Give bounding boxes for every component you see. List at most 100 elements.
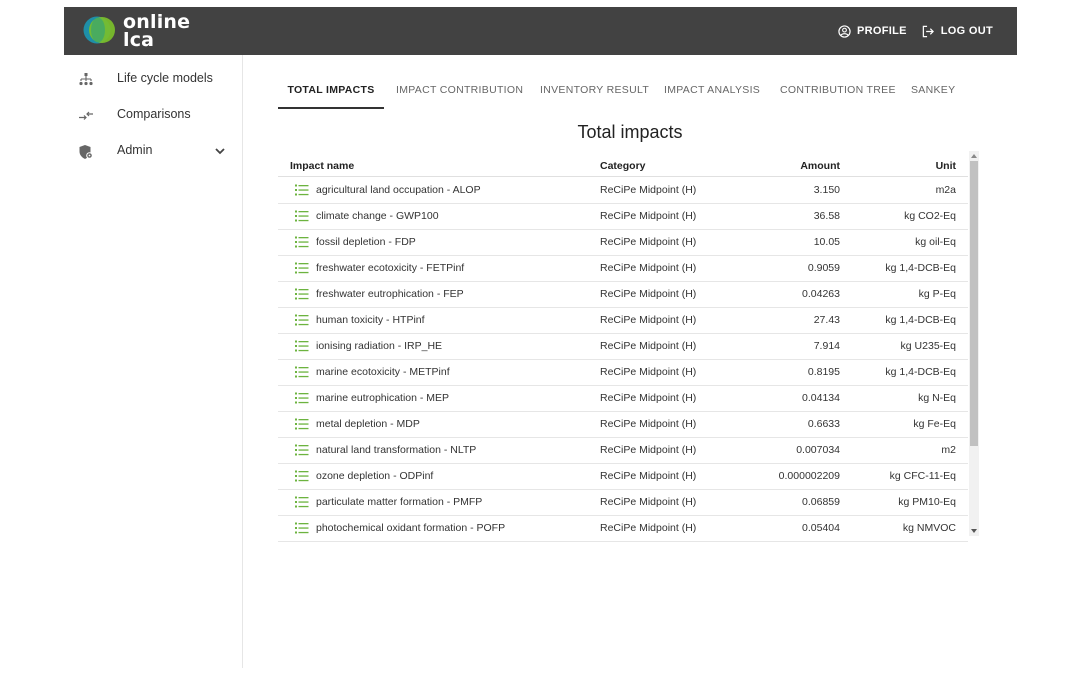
logo-text-online: online <box>123 11 191 33</box>
sidebar: Life cycle models Comparisons Admin <box>64 55 243 668</box>
category-cell: ReCiPe Midpoint (H) <box>600 236 697 248</box>
table-row[interactable]: ionising radiation - IRP_HE ReCiPe Midpoi… <box>278 333 968 360</box>
category-cell: ReCiPe Midpoint (H) <box>600 210 697 222</box>
unit-cell: kg PM10-Eq <box>898 496 956 508</box>
unit-cell: kg CFC-11-Eq <box>889 470 956 482</box>
category-cell: ReCiPe Midpoint (H) <box>600 522 697 534</box>
column-header-amount[interactable]: Amount <box>800 160 840 172</box>
unit-cell: kg 1,4-DCB-Eq <box>885 314 956 326</box>
profile-button[interactable]: PROFILE <box>838 24 907 38</box>
table-row[interactable]: photochemical oxidant formation - POFP Re… <box>278 515 968 542</box>
logout-label: LOG OUT <box>940 25 993 37</box>
unit-cell: kg 1,4-DCB-Eq <box>885 366 956 378</box>
amount-cell: 27.43 <box>813 314 840 326</box>
amount-cell: 0.6633 <box>807 418 840 430</box>
table-row[interactable]: freshwater eutrophication - FEP ReCiPe Mi… <box>278 281 968 308</box>
category-cell: ReCiPe Midpoint (H) <box>600 418 697 430</box>
list-icon[interactable] <box>295 444 309 456</box>
unit-cell: kg Fe-Eq <box>913 418 956 430</box>
profile-label: PROFILE <box>857 25 907 37</box>
sidebar-item-label: Comparisons <box>117 107 191 121</box>
impact-name-cell: particulate matter formation - PMFP <box>316 496 483 508</box>
tab-total-impacts[interactable]: TOTAL IMPACTS <box>278 77 384 109</box>
list-icon[interactable] <box>295 236 309 248</box>
list-icon[interactable] <box>295 262 309 274</box>
table-row[interactable]: marine eutrophication - MEP ReCiPe Midpoi… <box>278 385 968 412</box>
table-row[interactable]: human toxicity - HTPinf ReCiPe Midpoint (… <box>278 307 968 334</box>
amount-cell: 0.05404 <box>802 522 840 534</box>
scroll-down-arrow-icon[interactable] <box>971 529 977 533</box>
logout-button[interactable]: LOG OUT <box>921 25 993 38</box>
tab-contribution-tree[interactable]: CONTRIBUTION TREE <box>780 84 896 96</box>
amount-cell: 36.58 <box>813 210 840 222</box>
top-bar: online lca PROFILE LOG OUT <box>64 7 1017 55</box>
unit-cell: kg N-Eq <box>918 392 956 404</box>
list-icon[interactable] <box>295 184 309 196</box>
category-cell: ReCiPe Midpoint (H) <box>600 340 697 352</box>
table-row[interactable]: fossil depletion - FDP ReCiPe Midpoint (H… <box>278 229 968 256</box>
chevron-down-icon[interactable] <box>214 145 226 157</box>
tab-impact-contribution[interactable]: IMPACT CONTRIBUTION <box>396 84 524 96</box>
table-row[interactable]: metal depletion - MDP ReCiPe Midpoint (H)… <box>278 411 968 438</box>
tab-sankey[interactable]: SANKEY <box>911 84 956 96</box>
logo[interactable]: online lca <box>82 12 192 50</box>
column-header-unit[interactable]: Unit <box>935 160 956 172</box>
amount-cell: 0.9059 <box>807 262 840 274</box>
list-icon[interactable] <box>295 314 309 326</box>
impact-name-cell: climate change - GWP100 <box>316 210 439 222</box>
compare-arrows-icon <box>79 111 93 120</box>
impact-name-cell: fossil depletion - FDP <box>316 236 416 248</box>
unit-cell: kg CO2-Eq <box>904 210 956 222</box>
list-icon[interactable] <box>295 288 309 300</box>
list-icon[interactable] <box>295 340 309 352</box>
column-header-impact-name[interactable]: Impact name <box>290 160 355 172</box>
table-row[interactable]: agricultural land occupation - ALOP ReCiP… <box>278 177 968 204</box>
list-icon[interactable] <box>295 366 309 378</box>
unit-cell: kg 1,4-DCB-Eq <box>885 262 956 274</box>
app-window: online lca PROFILE LOG OUT <box>64 7 1017 668</box>
logo-text-lca: lca <box>123 29 155 51</box>
impact-name-cell: marine ecotoxicity - METPinf <box>316 366 450 378</box>
category-cell: ReCiPe Midpoint (H) <box>600 470 697 482</box>
column-header-category[interactable]: Category <box>600 160 646 172</box>
sidebar-item-admin[interactable]: Admin <box>64 136 242 166</box>
list-icon[interactable] <box>295 418 309 430</box>
category-cell: ReCiPe Midpoint (H) <box>600 262 697 274</box>
tab-inventory-result[interactable]: INVENTORY RESULT <box>540 84 650 96</box>
category-cell: ReCiPe Midpoint (H) <box>600 392 697 404</box>
table-row[interactable]: ozone depletion - ODPinf ReCiPe Midpoint … <box>278 463 968 490</box>
category-cell: ReCiPe Midpoint (H) <box>600 444 697 456</box>
impact-name-cell: ozone depletion - ODPinf <box>316 470 434 482</box>
unit-cell: kg U235-Eq <box>900 340 956 352</box>
sidebar-item-label: Life cycle models <box>117 71 213 85</box>
amount-cell: 0.06859 <box>802 496 840 508</box>
unit-cell: m2 <box>941 444 956 456</box>
impact-name-cell: agricultural land occupation - ALOP <box>316 184 481 196</box>
list-icon[interactable] <box>295 470 309 482</box>
table-scrollbar[interactable] <box>969 151 979 536</box>
hierarchy-icon <box>79 73 93 86</box>
amount-cell: 0.04134 <box>802 392 840 404</box>
category-cell: ReCiPe Midpoint (H) <box>600 314 697 326</box>
scroll-up-arrow-icon[interactable] <box>971 154 977 158</box>
list-icon[interactable] <box>295 210 309 222</box>
list-icon[interactable] <box>295 392 309 404</box>
sidebar-item-label: Admin <box>117 143 153 157</box>
table-row[interactable]: freshwater ecotoxicity - FETPinf ReCiPe M… <box>278 255 968 282</box>
account-circle-icon <box>838 24 851 38</box>
table-row[interactable]: particulate matter formation - PMFP ReCiP… <box>278 489 968 516</box>
table-row[interactable]: natural land transformation - NLTP ReCiPe… <box>278 437 968 464</box>
amount-cell: 0.007034 <box>796 444 840 456</box>
tab-impact-analysis[interactable]: IMPACT ANALYSIS <box>664 84 761 96</box>
table-row[interactable]: climate change - GWP100 ReCiPe Midpoint (… <box>278 203 968 230</box>
category-cell: ReCiPe Midpoint (H) <box>600 288 697 300</box>
table-row[interactable]: marine ecotoxicity - METPinf ReCiPe Midpo… <box>278 359 968 386</box>
unit-cell: m2a <box>935 184 956 196</box>
impact-name-cell: freshwater ecotoxicity - FETPinf <box>316 262 465 274</box>
sidebar-item-comparisons[interactable]: Comparisons <box>64 100 242 130</box>
scrollbar-thumb[interactable] <box>970 161 978 446</box>
impact-name-cell: marine eutrophication - MEP <box>316 392 450 404</box>
list-icon[interactable] <box>295 496 309 508</box>
list-icon[interactable] <box>295 522 309 534</box>
sidebar-item-life-cycle-models[interactable]: Life cycle models <box>64 64 242 94</box>
